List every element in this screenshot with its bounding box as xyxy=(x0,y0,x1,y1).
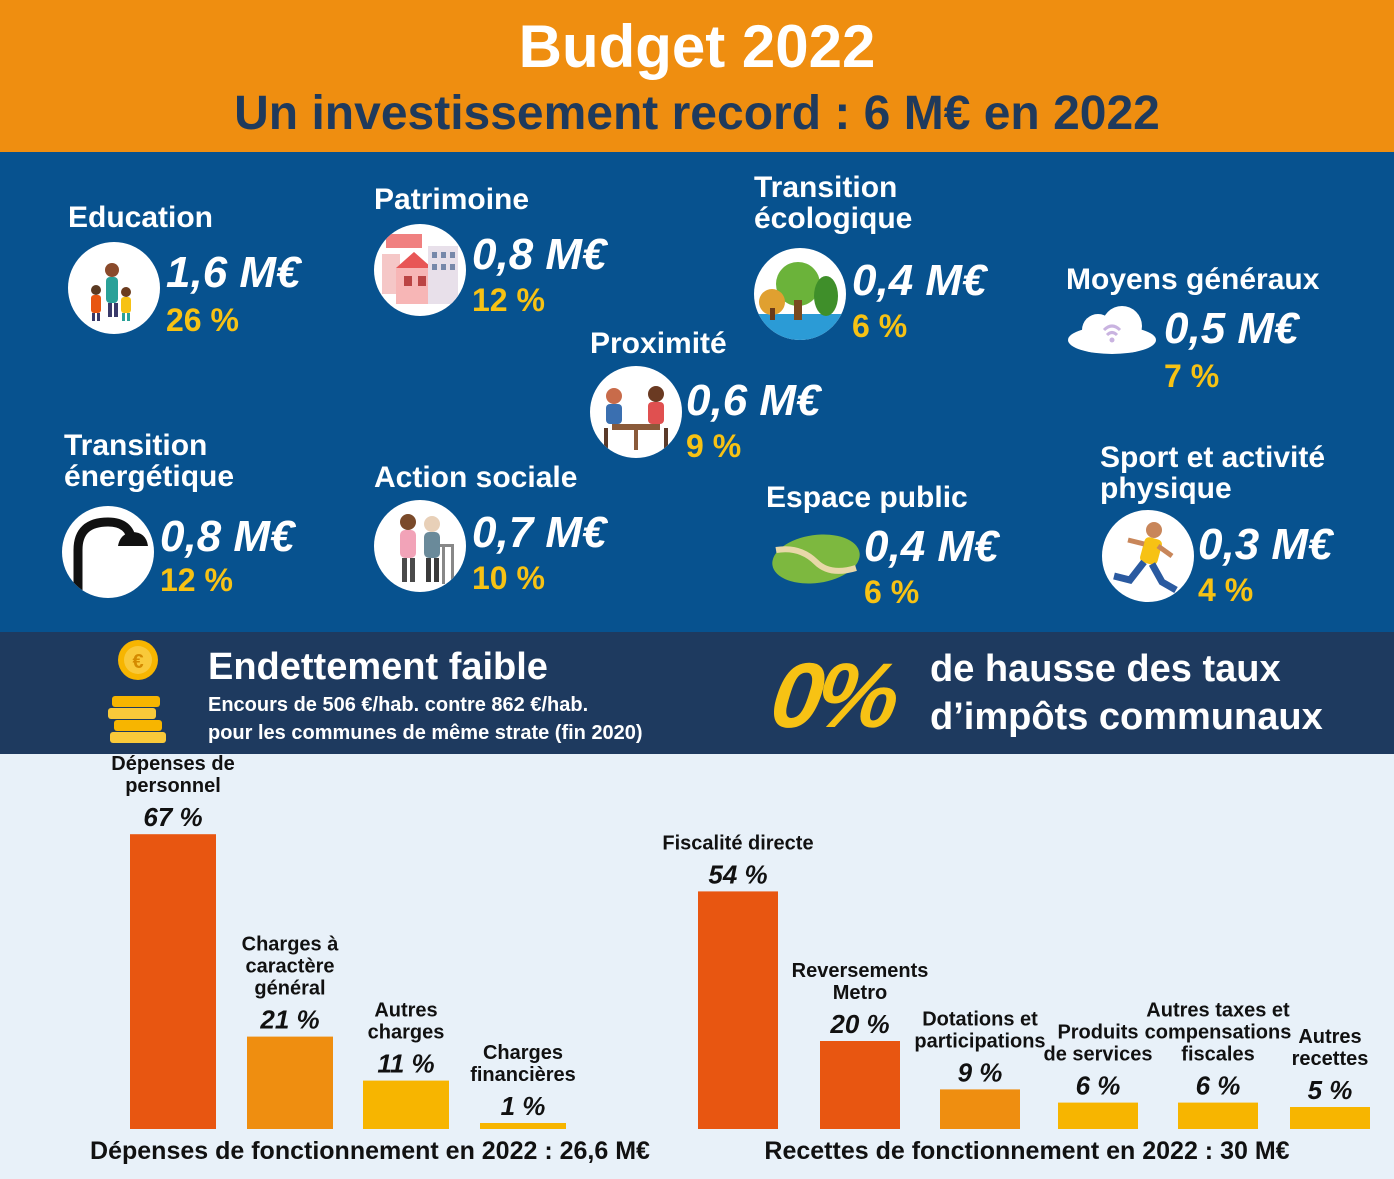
chart-value-label: 21 % xyxy=(259,1005,319,1035)
chart-value-label: 6 % xyxy=(1196,1071,1241,1101)
people-table-icon xyxy=(590,366,682,458)
trees-icon xyxy=(754,248,846,340)
investment-percent: 12 % xyxy=(160,562,233,598)
chart-category-label: Charges à xyxy=(242,934,340,956)
investment-amount: 0,3 M€ xyxy=(1198,520,1333,569)
chart-value-label: 20 % xyxy=(829,1009,889,1039)
chart-value-label: 5 % xyxy=(1308,1075,1353,1105)
chart-value-label: 1 % xyxy=(501,1091,546,1121)
chart-title: Recettes de fonctionnement en 2022 : 30 … xyxy=(764,1137,1289,1165)
chart-bar xyxy=(940,1089,1020,1129)
chart-title: Dépenses de fonctionnement en 2022 : 26,… xyxy=(90,1137,650,1165)
chart-value-label: 54 % xyxy=(708,859,767,889)
chart-category-label: Autres xyxy=(374,1000,437,1022)
svg-text:€: € xyxy=(132,651,143,673)
investment-amount: 0,6 M€ xyxy=(686,376,821,425)
debt-line-1: Encours de 506 €/hab. contre 862 €/hab. xyxy=(208,694,589,716)
chart-category-label: Autres taxes et xyxy=(1146,1000,1290,1022)
header-banner: Budget 2022 Un investissement record : 6… xyxy=(0,0,1394,152)
chart-category-label: compensations xyxy=(1145,1022,1292,1044)
chart-value-label: 9 % xyxy=(958,1057,1003,1087)
investment-percent: 26 % xyxy=(166,302,239,338)
chart-bar xyxy=(1178,1102,1258,1129)
investment-label: Transition écologique xyxy=(754,171,913,235)
investment-label: Sport et activité physique xyxy=(1100,441,1326,505)
chart-category-label: charges xyxy=(368,1022,445,1044)
chart-category-label: fiscales xyxy=(1181,1044,1254,1066)
tax-line-2: d’impôts communaux xyxy=(930,696,1323,738)
chart-category-label: recettes xyxy=(1292,1048,1369,1070)
charts-section: 67 % Dépenses de personnel 21 % Charges à car… xyxy=(0,753,1394,1174)
buildings-icon xyxy=(374,224,466,316)
page-title: Budget 2022 xyxy=(518,13,876,80)
investment-label: Patrimoine xyxy=(374,183,530,216)
investment-amount: 0,4 M€ xyxy=(864,522,999,571)
chart-category-label: Reversements xyxy=(792,960,929,982)
green-path-icon xyxy=(770,532,862,586)
investment-section: Education 1,6 M€ 26 % Patrimoine xyxy=(0,152,1394,632)
investment-percent: 7 % xyxy=(1164,358,1220,394)
tax-zero-percent: 0% xyxy=(764,645,901,747)
investment-amount: 0,8 M€ xyxy=(472,230,607,279)
investment-label: Moyens généraux xyxy=(1066,263,1320,296)
investment-label: Education xyxy=(68,201,214,234)
investment-percent: 6 % xyxy=(864,574,920,610)
chart-category-label: financières xyxy=(470,1064,576,1086)
debt-band: € Endettement faible Encours de 506 €/ha… xyxy=(0,632,1394,754)
chart-value-label: 67 % xyxy=(143,802,202,832)
elderly-people-icon xyxy=(374,500,466,592)
debt-title: Endettement faible xyxy=(208,646,548,688)
investment-percent: 4 % xyxy=(1198,572,1254,608)
chart-category-label: Metro xyxy=(833,982,887,1004)
tax-line-1: de hausse des taux xyxy=(930,648,1281,690)
chart-bar xyxy=(130,834,216,1129)
runner-icon xyxy=(1102,510,1194,602)
chart-bar xyxy=(698,891,778,1129)
investment-amount: 0,8 M€ xyxy=(160,512,295,561)
investment-percent: 9 % xyxy=(686,428,742,464)
chart-value-label: 11 % xyxy=(377,1049,434,1079)
chart-category-label: de services xyxy=(1044,1044,1153,1066)
chart-value-label: 6 % xyxy=(1076,1071,1121,1101)
chart-category-label: Fiscalité directe xyxy=(662,832,813,854)
chart-bar xyxy=(480,1123,566,1129)
investment-percent: 6 % xyxy=(852,308,908,344)
coins-icon: € xyxy=(104,638,174,750)
chart-category-label: général xyxy=(254,978,325,1000)
page-subtitle: Un investissement record : 6 M€ en 2022 xyxy=(234,87,1160,140)
investment-amount: 0,4 M€ xyxy=(852,256,987,305)
chart-bar xyxy=(363,1080,449,1129)
chart-bar xyxy=(1290,1107,1370,1129)
cloud-wifi-icon xyxy=(1064,304,1160,358)
investment-amount: 0,5 M€ xyxy=(1164,304,1299,353)
investment-amount: 1,6 M€ xyxy=(166,248,301,297)
chart-category-label: participations xyxy=(914,1030,1045,1052)
chart-category-label: Dotations et xyxy=(922,1008,1038,1030)
chart-category-label: Charges xyxy=(483,1042,563,1064)
investment-amount: 0,7 M€ xyxy=(472,508,607,557)
investment-label: Espace public xyxy=(766,481,968,514)
investment-label: Proximité xyxy=(590,327,727,360)
chart-category-label: caractère xyxy=(246,956,335,978)
investment-percent: 10 % xyxy=(472,560,545,596)
investment-label: Action sociale xyxy=(374,461,578,494)
chart-bar xyxy=(247,1036,333,1129)
chart-bar xyxy=(820,1041,900,1129)
chart-category-label: Dépenses de xyxy=(111,754,234,775)
family-icon xyxy=(68,242,160,334)
chart-category-label: Produits xyxy=(1057,1022,1138,1044)
chart-bar xyxy=(1058,1102,1138,1129)
debt-line-2: pour les communes de même strate (fin 20… xyxy=(208,722,643,744)
chart-category-label: Autres xyxy=(1298,1026,1361,1048)
street-lamp-icon xyxy=(62,506,154,598)
investment-percent: 12 % xyxy=(472,282,545,318)
chart-category-label: personnel xyxy=(125,775,221,797)
investment-label: Transition énergétique xyxy=(64,429,235,493)
